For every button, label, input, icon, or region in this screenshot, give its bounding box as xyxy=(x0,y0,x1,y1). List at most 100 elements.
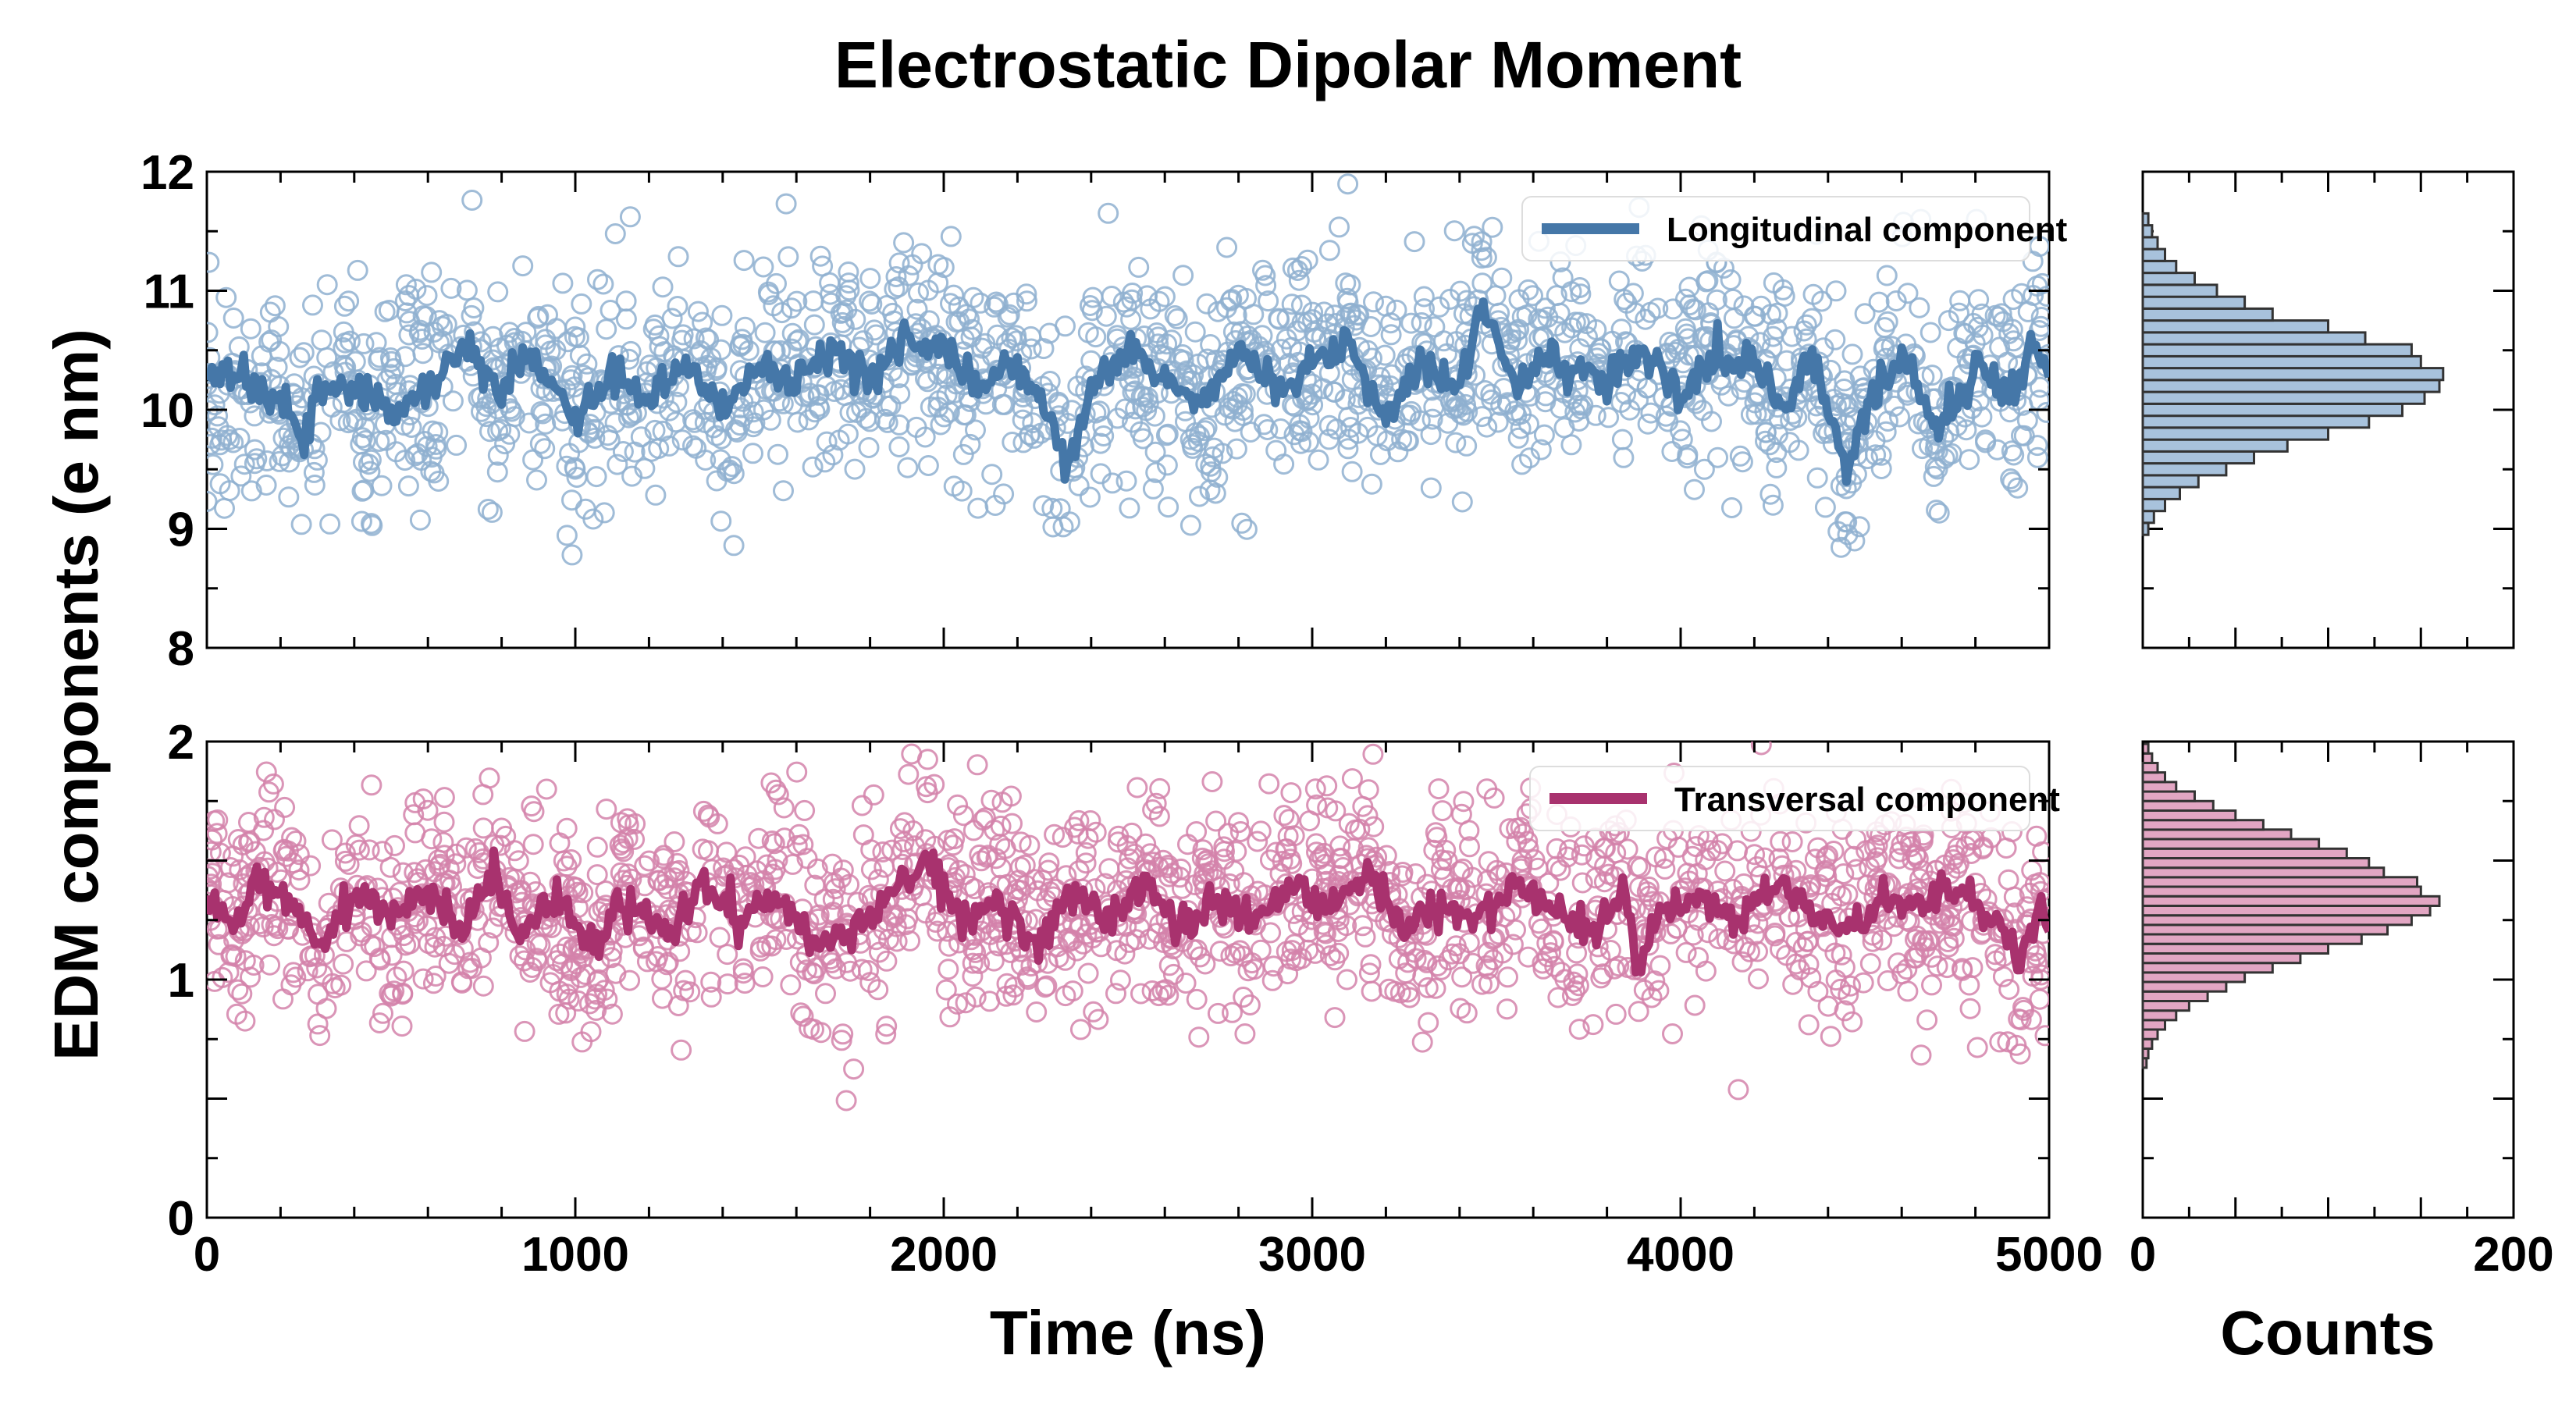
scatter-point xyxy=(787,411,809,433)
scatter-point xyxy=(316,274,338,296)
hist-bars-longitudinal xyxy=(2141,212,2445,536)
scatter-point xyxy=(1637,413,1659,435)
scatter-point xyxy=(742,416,764,438)
scatter-point xyxy=(1522,285,1543,307)
scatter-point xyxy=(394,346,416,368)
scatter-point xyxy=(1598,863,1620,885)
scatter-point xyxy=(1186,939,1208,961)
scatter-point xyxy=(761,831,783,852)
scatter-point xyxy=(1518,413,1539,435)
scatter-point xyxy=(1132,428,1154,450)
scatter-point xyxy=(1243,304,1265,325)
scatter-point xyxy=(360,449,382,471)
scatter-point xyxy=(392,862,414,884)
scatter-point xyxy=(607,454,628,475)
hist-bar xyxy=(2141,933,2363,945)
scatter-point xyxy=(709,927,731,948)
scatter-point xyxy=(1325,313,1347,334)
scatter-point xyxy=(717,973,738,995)
scatter-point xyxy=(644,419,666,441)
scatter-point xyxy=(1196,293,1218,315)
hist-bar xyxy=(2141,923,2389,936)
scatter-point xyxy=(1499,818,1521,840)
hist-bar xyxy=(2141,790,2196,802)
scatter-point xyxy=(2026,446,2048,468)
scatter-point xyxy=(648,438,670,459)
scatter-point xyxy=(1301,383,1323,405)
scatter-point xyxy=(2022,251,2044,272)
scatter-point xyxy=(587,269,608,290)
hist-bar xyxy=(2141,354,2422,370)
scatter-point xyxy=(628,925,650,947)
scatter-point xyxy=(1884,395,1905,417)
scatter-point xyxy=(1020,338,1042,360)
scatter-point xyxy=(812,255,834,277)
scatter-point xyxy=(1852,972,1874,994)
scatter-point xyxy=(368,431,390,452)
scatter-point xyxy=(664,867,685,889)
scatter-point xyxy=(927,254,949,276)
scatter-point xyxy=(1910,1044,1932,1066)
scatter-point xyxy=(1912,438,1933,460)
scatter-point xyxy=(334,850,356,872)
hist-x-axis-label: Counts xyxy=(2220,1298,2435,1368)
scatter-point xyxy=(1069,1019,1091,1040)
scatter-point xyxy=(1220,945,1242,967)
scatter-point xyxy=(1234,1023,1256,1044)
scatter-point xyxy=(1425,977,1446,999)
scatter-point xyxy=(1062,980,1083,1002)
trend-line-longitudinal xyxy=(207,297,2049,486)
scatter-point xyxy=(858,437,880,458)
scatter-point xyxy=(1121,822,1143,844)
scatter-point xyxy=(309,1025,331,1047)
hist-bar xyxy=(2141,450,2255,465)
scatter-point xyxy=(564,316,586,338)
scatter-point xyxy=(920,396,941,418)
scatter-point xyxy=(372,1002,393,1024)
scatter-point xyxy=(1002,813,1023,834)
scatter-point xyxy=(802,456,824,478)
scatter-point xyxy=(1849,365,1871,387)
scatter-point xyxy=(244,405,265,427)
scatter-point xyxy=(1912,831,1934,852)
scatter-point xyxy=(1247,831,1268,852)
scatter-point xyxy=(981,464,1003,486)
scatter-point xyxy=(1384,980,1406,1002)
scatter-point xyxy=(758,283,780,305)
scatter-point xyxy=(1831,536,1852,558)
scatter-point xyxy=(1714,860,1736,882)
scatter-point xyxy=(1012,432,1034,454)
scatter-point xyxy=(771,302,793,324)
scatter-point xyxy=(549,832,571,854)
scatter-point xyxy=(648,325,670,347)
scatter-point xyxy=(911,243,933,265)
scatter-point xyxy=(1276,328,1297,350)
scatter-point xyxy=(1334,389,1356,411)
scatter-point xyxy=(753,256,774,278)
scatter-point xyxy=(1158,984,1179,1006)
scatter-point xyxy=(2007,477,2029,499)
scatter-point xyxy=(1497,393,1519,415)
hist-bar xyxy=(2141,1048,2150,1060)
y-tick-label: 11 xyxy=(143,265,194,319)
scatter-point xyxy=(375,429,397,451)
scatter-point xyxy=(207,427,222,449)
scatter-point xyxy=(584,427,606,449)
scatter-point xyxy=(897,457,919,478)
scatter-point xyxy=(1109,969,1131,991)
histogram-transversal xyxy=(2141,740,2515,1219)
scatter-point xyxy=(952,805,974,827)
hist-bar xyxy=(2141,980,2228,993)
scatter-point xyxy=(1517,831,1539,852)
scatter-point xyxy=(1552,267,1574,289)
hist-bar xyxy=(2141,510,2155,525)
scatter-point xyxy=(1036,975,1058,997)
scatter-point xyxy=(209,473,231,495)
scatter-point xyxy=(422,973,444,994)
scatter-point xyxy=(333,295,355,317)
chart-title: Electrostatic Dipolar Moment xyxy=(834,28,1742,101)
scatter-point xyxy=(265,916,286,937)
scatter-point xyxy=(412,968,434,990)
scatter-point xyxy=(1723,308,1745,329)
